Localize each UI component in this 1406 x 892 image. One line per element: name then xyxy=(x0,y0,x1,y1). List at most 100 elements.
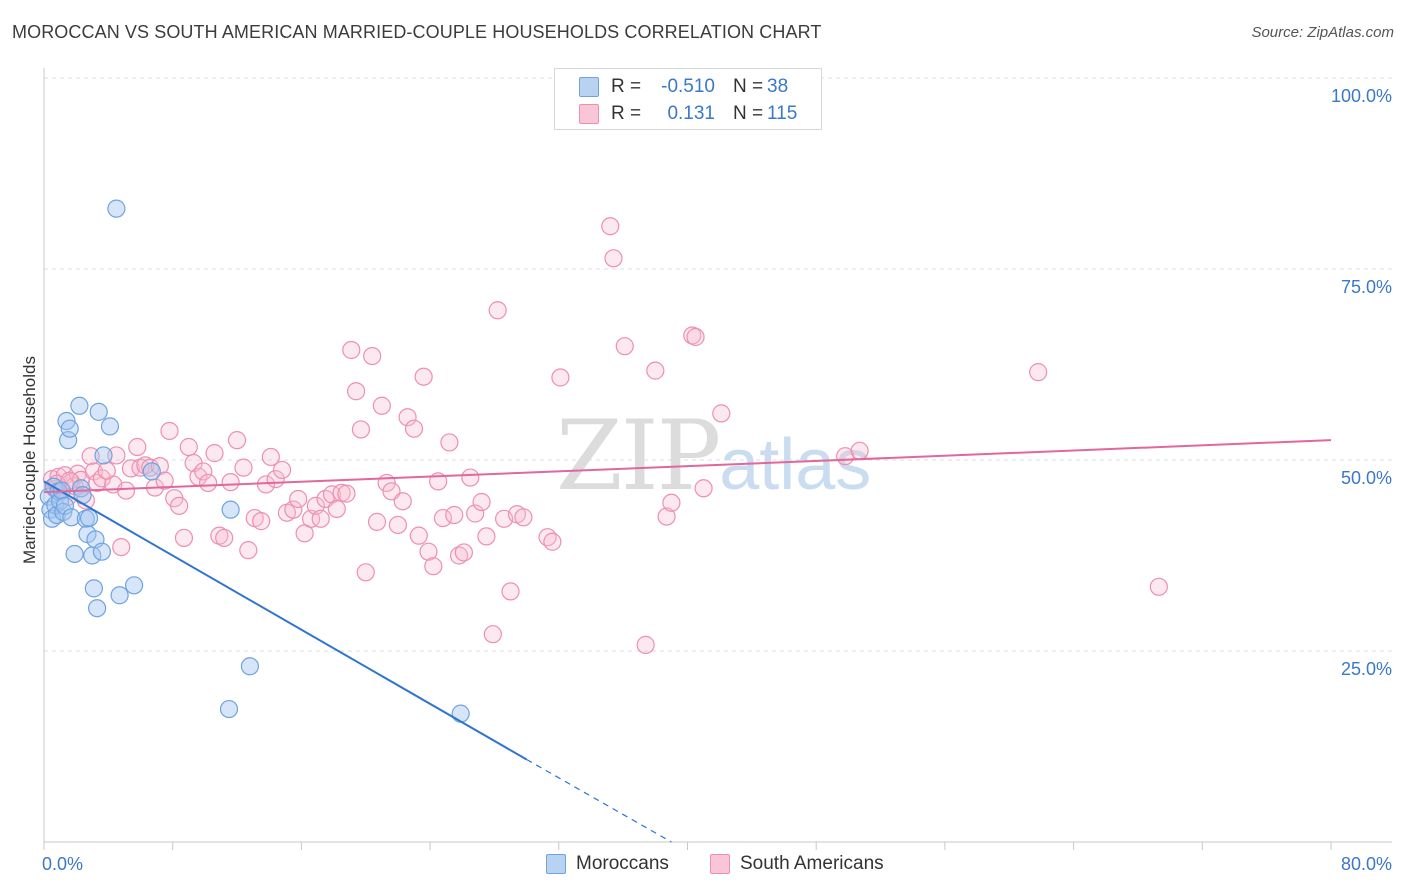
south-american-point xyxy=(419,542,438,561)
legend-n-value: 115 xyxy=(767,103,798,124)
south-american-point xyxy=(337,484,356,503)
moroccan-point xyxy=(60,419,79,438)
y-axis-title: Married-couple Households xyxy=(20,356,39,564)
moroccan-point xyxy=(124,576,144,595)
south-american-point xyxy=(445,505,464,525)
south-american-point xyxy=(221,473,240,492)
south-american-point xyxy=(440,433,459,452)
south-american-point xyxy=(234,458,253,477)
moroccan-point xyxy=(87,599,107,618)
south-american-point xyxy=(170,496,189,515)
south-american-point xyxy=(311,509,330,528)
south-american-point xyxy=(433,508,453,528)
south-american-point xyxy=(1149,577,1168,596)
moroccan-point xyxy=(142,462,161,481)
south-american-point xyxy=(601,217,620,236)
legend-r-value: 0.131 xyxy=(667,103,715,124)
south-american-point xyxy=(332,483,351,502)
south-american-point xyxy=(472,492,491,512)
y-tick-label: 75.0% xyxy=(1341,277,1392,297)
south-american-point xyxy=(449,546,469,565)
south-american-point xyxy=(215,528,234,548)
south-american-point xyxy=(356,563,375,582)
south-american-point xyxy=(351,420,371,439)
south-american-point xyxy=(514,508,533,527)
y-tick-label: 100.0% xyxy=(1331,86,1392,106)
south-american-point xyxy=(461,468,480,487)
south-american-point xyxy=(409,526,428,545)
south-american-point xyxy=(272,460,292,480)
legend-n-label: N = xyxy=(733,76,764,97)
legend-swatch-south-americans xyxy=(710,854,730,874)
moroccan-point xyxy=(62,508,81,527)
south-american-point xyxy=(488,301,507,320)
moroccan-point xyxy=(84,579,103,598)
south-american-point xyxy=(404,419,424,438)
south-american-point xyxy=(662,493,681,512)
south-american-point xyxy=(501,582,520,601)
south-american-point xyxy=(174,528,194,548)
y-tick-label: 25.0% xyxy=(1341,659,1392,679)
moroccan-point xyxy=(94,446,113,465)
moroccan-point xyxy=(240,657,260,676)
legend-n-value: 38 xyxy=(767,76,789,97)
south-american-point xyxy=(179,437,198,457)
south-american-point xyxy=(414,367,433,386)
south-american-point xyxy=(205,444,224,463)
south-american-point xyxy=(112,537,131,557)
correlation-legend: R = -0.510 N = 38 R = 0.131 N = 115 xyxy=(554,68,822,130)
legend-label-south-americans: South Americans xyxy=(740,853,884,874)
trend-line-extension xyxy=(526,758,672,843)
south-american-point xyxy=(477,527,496,546)
south-american-point xyxy=(850,441,869,460)
south-american-point xyxy=(372,396,391,415)
chart-title: MOROCCAN VS SOUTH AMERICAN MARRIED-COUPL… xyxy=(12,22,822,42)
south-american-point xyxy=(342,340,361,360)
south-american-point xyxy=(551,368,570,387)
south-american-point xyxy=(194,462,213,481)
south-american-point xyxy=(261,447,280,467)
south-american-point xyxy=(346,382,366,401)
moroccan-point xyxy=(65,544,84,564)
source-label: Source: ZipAtlas.com xyxy=(1251,24,1394,41)
legend-item-south-americans[interactable]: South Americans xyxy=(710,853,884,875)
south-american-point xyxy=(227,431,247,450)
legend-r-value: -0.510 xyxy=(661,76,715,97)
moroccan-point xyxy=(71,479,91,498)
south-american-point xyxy=(155,471,174,490)
south-american-point xyxy=(604,249,623,268)
south-american-point xyxy=(121,459,140,478)
south-american-point xyxy=(543,532,562,551)
moroccan-point xyxy=(59,431,78,450)
legend-r-label: R = xyxy=(611,76,642,97)
south-american-point xyxy=(636,635,655,654)
x-tick-label: 0.0% xyxy=(42,854,83,874)
moroccan-point xyxy=(79,508,99,528)
legend-swatch-moroccans xyxy=(546,854,566,874)
south-american-point xyxy=(454,543,473,562)
south-american-point xyxy=(81,447,100,466)
moroccan-point xyxy=(92,542,112,561)
south-american-point xyxy=(252,512,271,531)
south-american-point xyxy=(210,526,229,545)
legend-n-label: N = xyxy=(733,103,764,124)
south-american-point xyxy=(712,404,731,423)
legend-row-moroccans: R = -0.510 N = 38 xyxy=(579,75,788,99)
moroccan-point xyxy=(107,199,126,218)
south-american-point xyxy=(160,421,179,441)
legend-swatch-south-americans xyxy=(579,104,599,124)
south-american-point xyxy=(239,541,258,560)
south-american-point xyxy=(694,479,713,498)
y-tick-label: 50.0% xyxy=(1341,468,1392,488)
moroccan-point xyxy=(110,586,129,605)
legend-item-moroccans[interactable]: Moroccans xyxy=(546,853,669,875)
moroccan-point xyxy=(55,496,75,515)
moroccan-point xyxy=(89,402,108,421)
south-american-point xyxy=(393,492,412,511)
south-american-point xyxy=(363,346,382,366)
moroccan-point xyxy=(100,417,120,436)
south-american-point xyxy=(388,515,408,535)
south-american-point xyxy=(367,512,387,531)
legend-label-moroccans: Moroccans xyxy=(576,853,669,874)
